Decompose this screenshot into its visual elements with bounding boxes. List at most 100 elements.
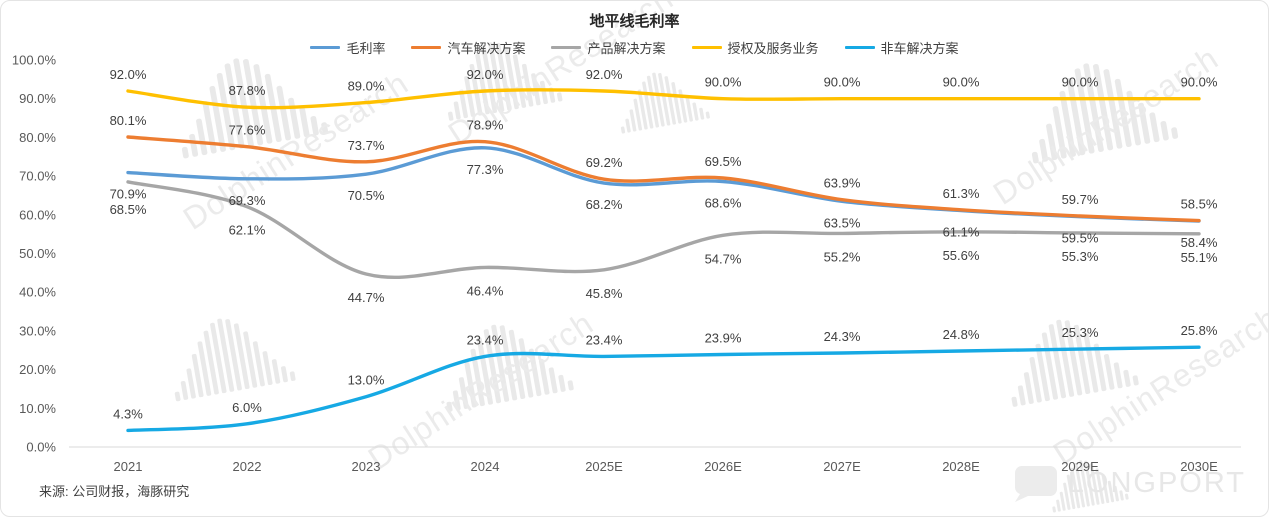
data-label: 55.2% xyxy=(824,249,861,264)
data-label: 73.7% xyxy=(348,138,385,153)
series-labels-产品解决方案: 68.5% 62.1% 44.7% 46.4% 45.8% 54.7% 55.2% 55.6%… xyxy=(110,202,1218,305)
data-label: 77.6% xyxy=(229,123,266,138)
legend-swatch xyxy=(844,46,875,49)
longport-logo: LONGPORT xyxy=(1012,464,1246,502)
data-label: 87.8% xyxy=(229,83,266,98)
data-label: 24.3% xyxy=(824,329,861,344)
data-label: 54.7% xyxy=(705,251,742,266)
x-tick-label: 2026E xyxy=(704,459,742,474)
data-label: 68.6% xyxy=(705,196,742,211)
series-line-毛利率 xyxy=(126,146,1201,223)
x-tick-label: 2027E xyxy=(823,459,861,474)
legend-swatch xyxy=(411,46,442,49)
x-tick-label: 2030E xyxy=(1180,459,1218,474)
legend-swatch xyxy=(310,46,341,49)
data-label: 92.0% xyxy=(586,67,623,82)
data-label: 44.7% xyxy=(348,290,385,305)
longport-bubble-icon xyxy=(1014,466,1057,502)
data-label: 59.5% xyxy=(1062,231,1099,246)
legend-swatch xyxy=(551,46,582,49)
y-axis-labels: 100.0% 90.0% 80.0% 70.0% 60.0% 50.0% 40.0% 30.0… xyxy=(12,53,57,455)
data-label: 89.0% xyxy=(348,79,385,94)
series-labels-非车解决方案: 4.3% 6.0% 13.0% 23.4% 23.4% 23.9% 24.3% 24.8% 25… xyxy=(113,323,1218,421)
longport-wordmark: LONGPORT xyxy=(1067,466,1246,499)
y-tick-label: 70.0% xyxy=(19,169,56,184)
data-label: 90.0% xyxy=(824,75,861,90)
data-label: 69.5% xyxy=(705,154,742,169)
data-label: 13.0% xyxy=(348,373,385,388)
data-label: 92.0% xyxy=(467,67,504,82)
data-label: 62.1% xyxy=(229,223,266,238)
data-label: 58.4% xyxy=(1181,235,1218,250)
y-tick-label: 60.0% xyxy=(19,207,56,222)
series-line-非车解决方案 xyxy=(126,345,1201,433)
data-label: 77.3% xyxy=(467,162,504,177)
data-label: 78.9% xyxy=(467,118,504,133)
y-tick-label: 100.0% xyxy=(12,53,57,68)
data-label: 25.3% xyxy=(1062,325,1099,340)
data-label: 80.1% xyxy=(110,113,147,128)
data-label: 4.3% xyxy=(113,406,143,421)
series-labels-汽车解决方案: 80.1% 77.6% 73.7% 78.9% 69.2% 69.5% 63.9% 61.3%… xyxy=(110,113,1218,212)
data-label: 68.2% xyxy=(586,197,623,212)
data-label: 90.0% xyxy=(1181,75,1218,90)
data-label: 63.5% xyxy=(824,215,861,230)
data-label: 68.5% xyxy=(110,202,147,217)
x-axis-labels: 2021 2022 2023 2024 2025E 2026E 2027E 2028E 2029… xyxy=(114,459,1219,474)
data-label: 6.0% xyxy=(232,400,262,415)
x-tick-label: 2028E xyxy=(942,459,980,474)
x-tick-label: 2025E xyxy=(585,459,623,474)
legend-item-授权及服务业务: 授权及服务业务 xyxy=(691,38,819,57)
data-label: 90.0% xyxy=(1062,75,1099,90)
data-label: 90.0% xyxy=(705,75,742,90)
legend-label: 产品解决方案 xyxy=(587,41,666,56)
series-line-汽车解决方案 xyxy=(126,135,1201,223)
data-label: 59.7% xyxy=(1062,192,1099,207)
legend-item-汽车解决方案: 汽车解决方案 xyxy=(411,38,525,57)
legend-item-毛利率: 毛利率 xyxy=(310,38,385,57)
series-line-授权及服务业务 xyxy=(126,88,1201,110)
data-label: 55.3% xyxy=(1062,249,1099,264)
chart-title: 地平线毛利率 xyxy=(589,13,680,30)
data-label: 70.9% xyxy=(110,187,147,202)
y-tick-label: 50.0% xyxy=(19,246,56,261)
x-tick-label: 2022 xyxy=(233,459,262,474)
x-tick-label: 2021 xyxy=(114,459,143,474)
y-tick-label: 20.0% xyxy=(19,362,56,377)
data-label: 92.0% xyxy=(110,67,147,82)
legend-label: 授权及服务业务 xyxy=(727,41,819,56)
y-tick-label: 40.0% xyxy=(19,285,56,300)
data-label: 23.4% xyxy=(586,332,623,347)
data-label: 23.9% xyxy=(705,331,742,346)
legend-label: 毛利率 xyxy=(346,41,386,56)
y-tick-label: 80.0% xyxy=(19,130,56,145)
data-label: 69.2% xyxy=(586,155,623,170)
x-tick-label: 2023 xyxy=(352,459,381,474)
data-label: 25.8% xyxy=(1181,323,1218,338)
data-label: 63.9% xyxy=(824,176,861,191)
data-label: 46.4% xyxy=(467,283,504,298)
data-label: 61.3% xyxy=(943,186,980,201)
data-label: 61.1% xyxy=(943,225,980,240)
series-labels-毛利率: 70.9% 69.3% 70.5% 77.3% 68.2% 68.6% 63.5% 61.1%… xyxy=(110,162,1218,250)
data-label: 55.1% xyxy=(1181,250,1218,265)
series-line-产品解决方案 xyxy=(126,180,1201,280)
y-tick-label: 90.0% xyxy=(19,91,56,106)
data-label: 70.5% xyxy=(348,188,385,203)
y-tick-label: 10.0% xyxy=(19,401,56,416)
x-tick-label: 2024 xyxy=(471,459,500,474)
legend-swatch xyxy=(691,46,722,49)
legend-item-非车解决方案: 非车解决方案 xyxy=(844,38,959,57)
data-label: 23.4% xyxy=(467,332,504,347)
data-label: 55.6% xyxy=(943,248,980,263)
legend-label: 汽车解决方案 xyxy=(447,41,526,56)
chart-legend: 毛利率 汽车解决方案 产品解决方案 授权及服务业务 非车解决方案 xyxy=(1,38,1268,57)
data-label: 24.8% xyxy=(943,327,980,342)
data-label: 45.8% xyxy=(586,286,623,301)
y-tick-label: 30.0% xyxy=(19,323,56,338)
data-label: 90.0% xyxy=(943,75,980,90)
y-tick-label: 0.0% xyxy=(26,440,56,455)
data-label: 69.3% xyxy=(229,193,266,208)
